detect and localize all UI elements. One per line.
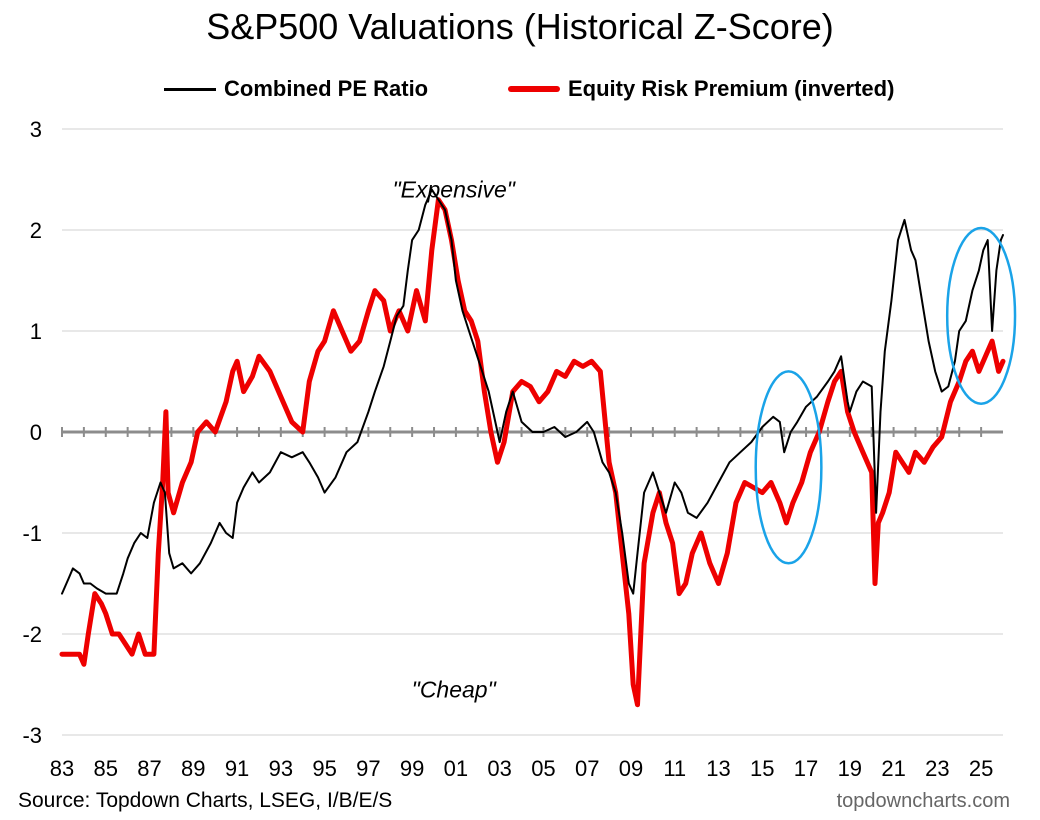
- x-tick-label: 95: [312, 756, 336, 781]
- y-tick-label: -2: [22, 622, 42, 647]
- legend-swatch-pe: [164, 87, 216, 91]
- x-tick-label: 01: [444, 756, 468, 781]
- x-tick-label: 13: [706, 756, 730, 781]
- x-tick-label: 17: [794, 756, 818, 781]
- x-tick-label: 23: [925, 756, 949, 781]
- x-tick-label: 83: [50, 756, 74, 781]
- legend-item-pe: Combined PE Ratio: [164, 76, 428, 102]
- x-tick-label: 87: [137, 756, 161, 781]
- legend-label-pe: Combined PE Ratio: [224, 76, 429, 101]
- annotation-layer: "Expensive" "Cheap": [392, 177, 516, 703]
- x-tick-label: 93: [269, 756, 293, 781]
- y-tick-label: 2: [30, 218, 42, 243]
- x-tick-label: 85: [94, 756, 118, 781]
- x-tick-label: 03: [487, 756, 511, 781]
- x-tick-label: 15: [750, 756, 774, 781]
- y-tick-label: -1: [22, 521, 42, 546]
- x-tick-label: 91: [225, 756, 249, 781]
- highlight-layer: [754, 226, 1017, 565]
- grid-layer: [62, 128, 1003, 736]
- series-layer: [59, 188, 1006, 708]
- annotation-cheap: "Cheap": [412, 677, 498, 703]
- chart-title: S&P500 Valuations (Historical Z-Score): [206, 6, 834, 47]
- x-tick-label: 89: [181, 756, 205, 781]
- annotation-expensive: "Expensive": [392, 177, 516, 203]
- x-tick-label: 07: [575, 756, 599, 781]
- series-line-equity-risk-premium: [59, 197, 1006, 708]
- legend-label-erp: Equity Risk Premium (inverted): [568, 76, 895, 101]
- chart-legend: Combined PE Ratio Equity Risk Premium (i…: [0, 76, 1040, 106]
- x-tick-label: 21: [881, 756, 905, 781]
- legend-swatch-erp: [508, 86, 560, 92]
- highlight-ellipse: [754, 370, 823, 565]
- x-tick-label: 19: [838, 756, 862, 781]
- series-line-combined-pe: [61, 188, 1004, 595]
- credit-note: topdowncharts.com: [836, 790, 1010, 812]
- y-tick-label: -3: [22, 723, 42, 748]
- x-tick-label: 25: [969, 756, 993, 781]
- x-tick-label: 05: [531, 756, 555, 781]
- y-tick-label: 1: [30, 319, 42, 344]
- x-tick-label: 99: [400, 756, 424, 781]
- x-tick-label: 11: [663, 756, 686, 781]
- x-tick-label: 97: [356, 756, 380, 781]
- y-tick-label: 3: [30, 117, 42, 142]
- legend-item-erp: Equity Risk Premium (inverted): [508, 76, 894, 102]
- highlight-ellipse: [945, 226, 1017, 405]
- x-tick-label: 09: [619, 756, 643, 781]
- y-tick-label: 0: [30, 420, 42, 445]
- source-note: Source: Topdown Charts, LSEG, I/B/E/S: [18, 789, 393, 812]
